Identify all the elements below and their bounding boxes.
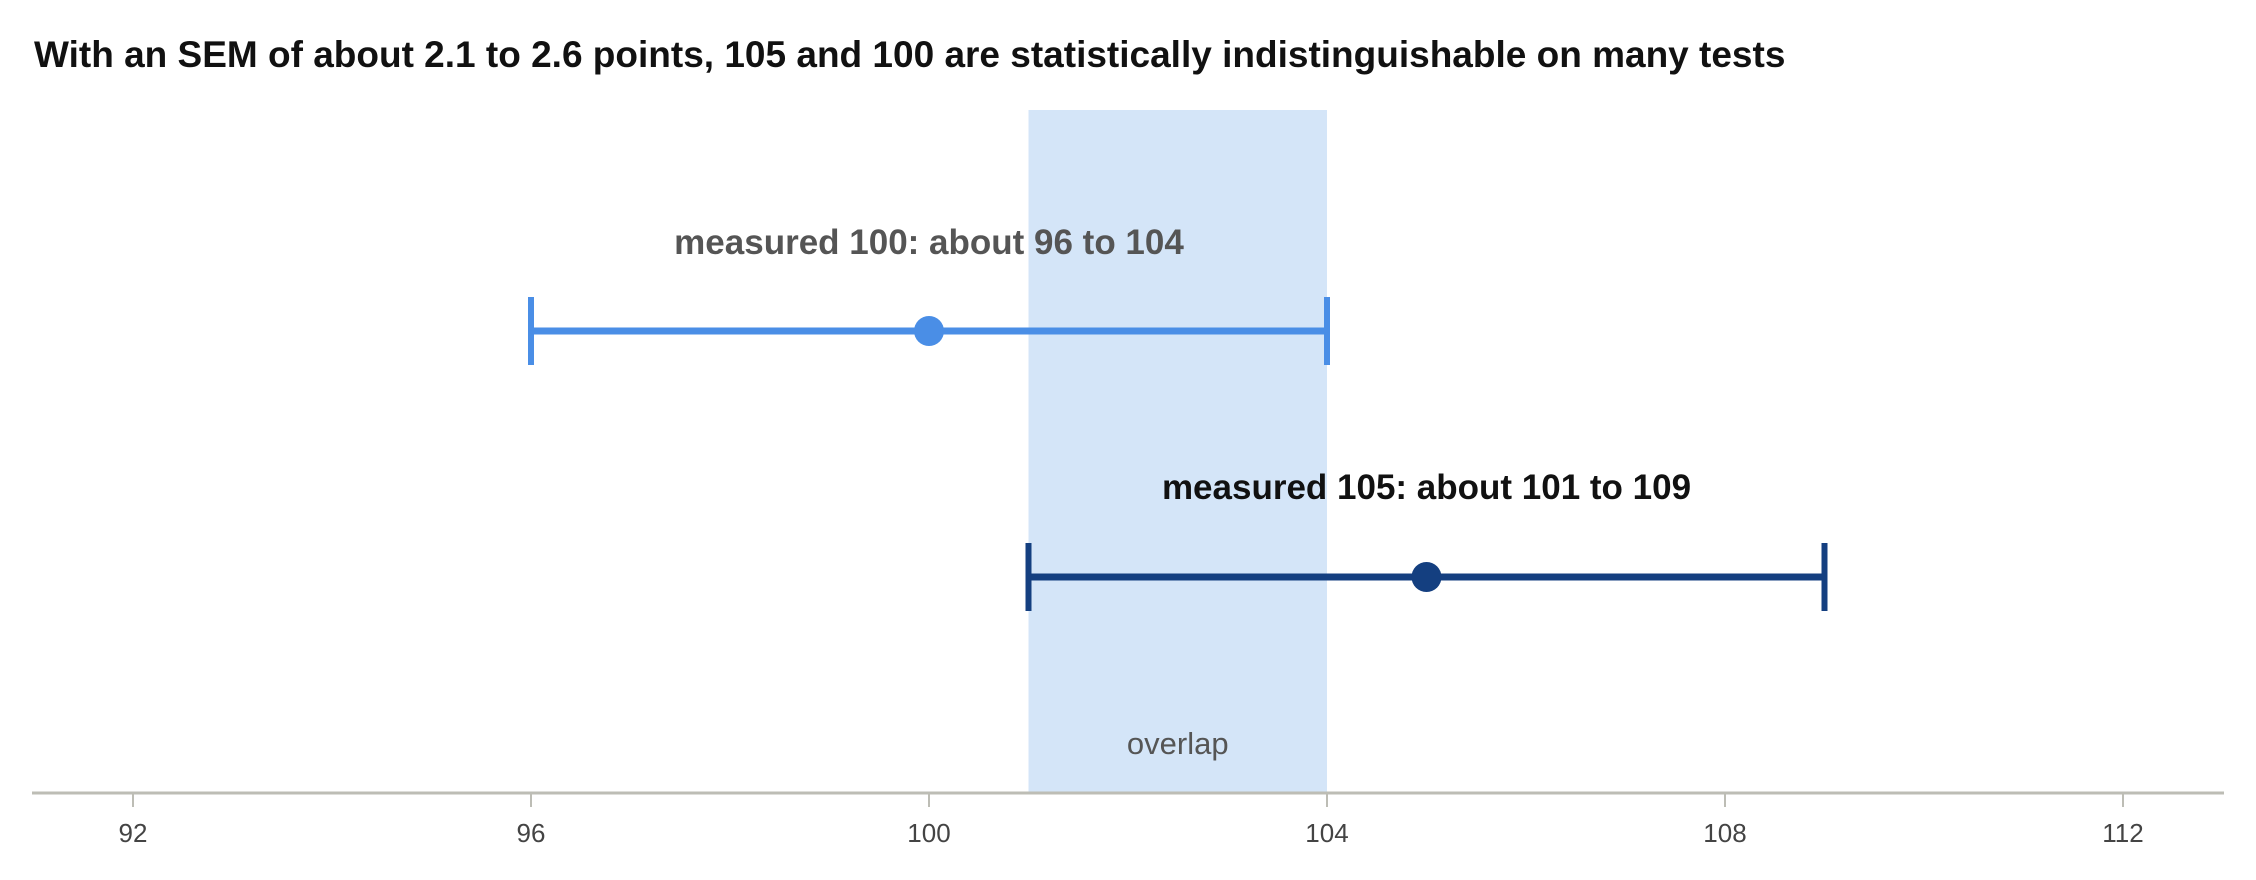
overlap-band	[1028, 110, 1327, 793]
x-tick-label: 100	[907, 818, 950, 848]
interval-point	[914, 316, 944, 346]
x-tick-label: 92	[119, 818, 148, 848]
overlap-label: overlap	[1127, 726, 1229, 761]
interval-label: measured 105: about 101 to 109	[1162, 468, 1691, 507]
x-tick-label: 112	[2102, 818, 2143, 848]
interval-point	[1411, 562, 1442, 592]
x-tick-label: 104	[1305, 818, 1348, 848]
x-tick-label: 108	[1703, 818, 1746, 848]
interval-label: measured 100: about 96 to 104	[674, 223, 1184, 262]
x-tick-label: 96	[517, 818, 546, 848]
chart-title: With an SEM of about 2.1 to 2.6 points, …	[34, 34, 1786, 75]
